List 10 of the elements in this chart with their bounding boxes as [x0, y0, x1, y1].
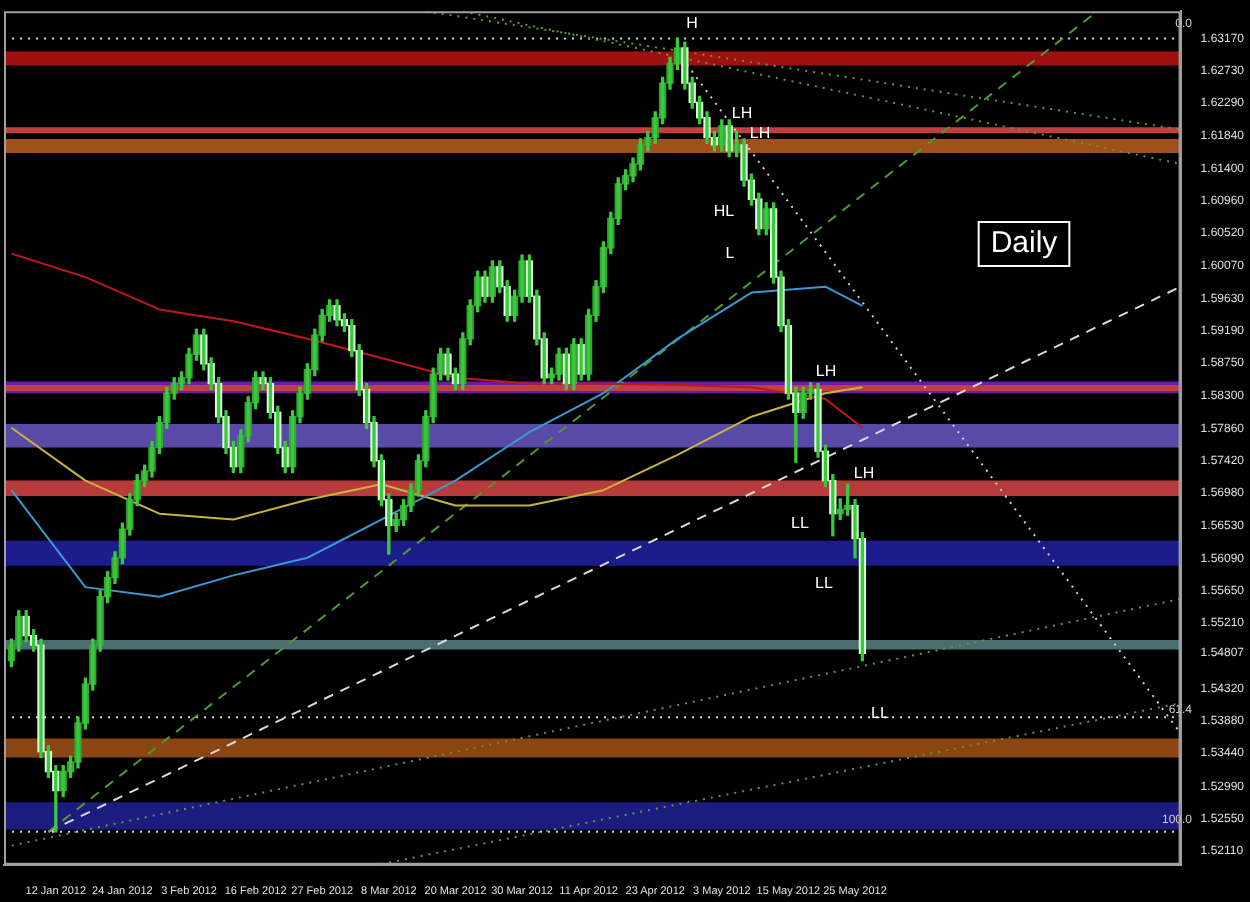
annotation: LL [791, 514, 810, 533]
annotation: LL [871, 704, 890, 723]
annotation: LL [815, 574, 834, 593]
annotation: L [725, 244, 736, 263]
annotation: LH [853, 464, 875, 483]
annotation: LH [731, 104, 753, 123]
annotation: LH [815, 362, 837, 381]
annotation: HL [713, 202, 736, 221]
annotation: H [686, 14, 699, 33]
annotation: Daily [990, 226, 1059, 261]
